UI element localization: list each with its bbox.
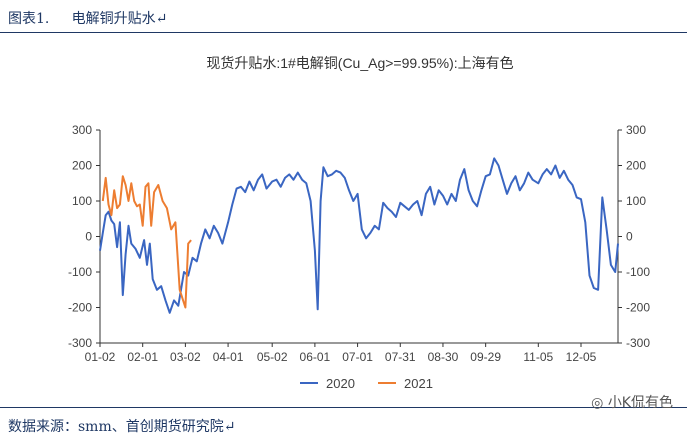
y-tick-label-right: 0 (626, 230, 633, 244)
watermark: ◎ 小K侃有色 (591, 392, 673, 412)
y-tick-label-left: -100 (68, 265, 92, 279)
legend-label-2020: 2020 (326, 376, 355, 391)
chart-title: 现货升贴水:1#电解铜(Cu_Ag>=99.95%):上海有色 (206, 55, 513, 71)
chart: 现货升贴水:1#电解铜(Cu_Ag>=99.95%):上海有色 300 300 20… (68, 55, 650, 391)
y-tick-label-right: -100 (626, 265, 650, 279)
x-tick-label: 07-01 (342, 350, 373, 364)
x-tick-label: 02-01 (127, 350, 158, 364)
y-tick-label-right: -200 (626, 301, 650, 315)
wechat-icon: ◎ (591, 395, 604, 411)
y-tick-label-left: -300 (68, 336, 92, 350)
y-tick-label-right: -300 (626, 336, 650, 350)
series-line-2021 (101, 175, 192, 309)
chart-lines (99, 157, 619, 314)
x-tick-label: 01-02 (85, 350, 116, 364)
y-tick-label-left: 200 (72, 159, 92, 173)
figure-title: 电解铜升贴水 (71, 11, 156, 27)
figure-header-text: 图表1. 电解铜升贴水↵ (8, 8, 167, 28)
x-tick-label: 12-05 (566, 350, 597, 364)
y-tick-label-left: -200 (68, 301, 92, 315)
watermark-text: 小K侃有色 (607, 395, 673, 411)
y-tick-label-right: 300 (626, 123, 646, 137)
y-tick-label-left: 300 (72, 123, 92, 137)
return-mark: ↵ (155, 11, 168, 27)
figure-footer: 数据来源：smm、首创期货研究院↵ (0, 407, 687, 438)
x-tick-label: 04-01 (213, 350, 244, 364)
x-tick-label: 11-05 (523, 350, 553, 364)
x-tick-label: 09-29 (470, 350, 501, 364)
y-tick-label-right: 200 (626, 159, 646, 173)
x-tick-label: 05-02 (257, 350, 288, 364)
y-tick-label-left: 0 (85, 230, 92, 244)
figure-header: 图表1. 电解铜升贴水↵ (0, 0, 687, 33)
x-tick-label: 07-31 (385, 350, 416, 364)
x-tick-label: 03-02 (170, 350, 201, 364)
chart-axes (99, 130, 619, 344)
chart-ticks: 300 300 200 200 100 100 0 0 -100 -100 -200 -200 -300… (68, 123, 650, 364)
legend-label-2021: 2021 (404, 376, 433, 391)
x-tick-label: 08-30 (428, 350, 459, 364)
chart-legend: 2020 2021 (300, 376, 433, 391)
y-tick-label-right: 100 (626, 194, 646, 208)
figure-label: 图表1. (8, 11, 50, 27)
y-tick-label-left: 100 (72, 194, 92, 208)
x-tick-label: 06-01 (300, 350, 331, 364)
return-mark: ↵ (223, 419, 236, 435)
source-note: 数据来源：smm、首创期货研究院 (8, 419, 224, 435)
series-line-2020 (99, 157, 619, 314)
